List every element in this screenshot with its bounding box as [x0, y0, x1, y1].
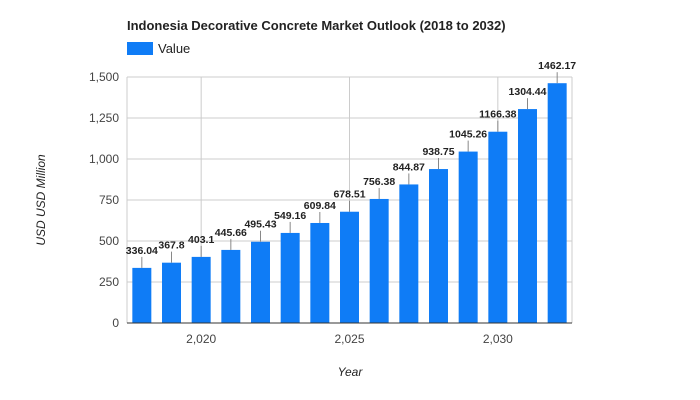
bar	[251, 241, 270, 323]
bar	[221, 249, 241, 323]
data-label: 1166.38	[479, 109, 517, 121]
bar	[340, 211, 359, 323]
bar	[310, 222, 330, 323]
bar	[369, 198, 389, 323]
chart-title: Indonesia Decorative Concrete Market Out…	[127, 18, 506, 33]
x-tick-label: 2,025	[334, 332, 364, 346]
data-label: 1304.44	[509, 86, 547, 98]
bar	[132, 267, 152, 323]
y-tick-label: 1,000	[89, 152, 119, 166]
bar	[518, 109, 537, 323]
y-tick-label: 250	[99, 275, 119, 289]
data-labels: 336.04 367.8 403.1445.66495.43549.16609.84…	[126, 60, 576, 268]
legend-swatch	[127, 42, 153, 55]
y-tick-label: 0	[112, 316, 119, 330]
data-label: 1045.26	[449, 129, 487, 141]
x-axis: 2,020 2,025 2,030	[186, 332, 513, 346]
gridlines	[126, 76, 573, 323]
data-label: 1462.17	[538, 60, 576, 72]
legend: Value	[127, 41, 190, 56]
data-label: 678.51	[333, 189, 365, 201]
data-label: 938.75	[422, 146, 454, 158]
x-tick-label: 2,020	[186, 332, 216, 346]
x-axis-title: Year	[338, 365, 364, 379]
data-label: 495.43	[244, 219, 276, 231]
bar	[458, 151, 478, 323]
data-label: 336.04	[126, 245, 158, 257]
data-label: 549.16	[274, 210, 306, 222]
data-label: 445.66	[215, 227, 247, 239]
y-axis: 0 250 500 750 1,000 1,250 1,500	[89, 70, 119, 330]
data-label: 756.38	[363, 176, 395, 188]
y-tick-label: 500	[99, 234, 119, 248]
bar	[429, 169, 448, 323]
data-label: 403.1	[188, 234, 214, 246]
bar	[547, 83, 567, 323]
y-axis-title: USD USD Million	[34, 154, 48, 246]
y-tick-label: 1,250	[89, 111, 119, 125]
data-label: 609.84	[304, 200, 336, 212]
data-label: 844.87	[393, 161, 425, 173]
bar	[488, 131, 508, 323]
y-tick-label: 1,500	[89, 70, 119, 84]
x-tick-label: 2,030	[483, 332, 513, 346]
bars	[132, 83, 567, 323]
y-tick-label: 750	[99, 193, 119, 207]
bar	[191, 256, 211, 323]
bar	[280, 232, 300, 323]
data-label: 367.8	[158, 240, 184, 252]
bar	[162, 262, 181, 323]
bar	[399, 184, 419, 323]
legend-label: Value	[158, 41, 190, 56]
